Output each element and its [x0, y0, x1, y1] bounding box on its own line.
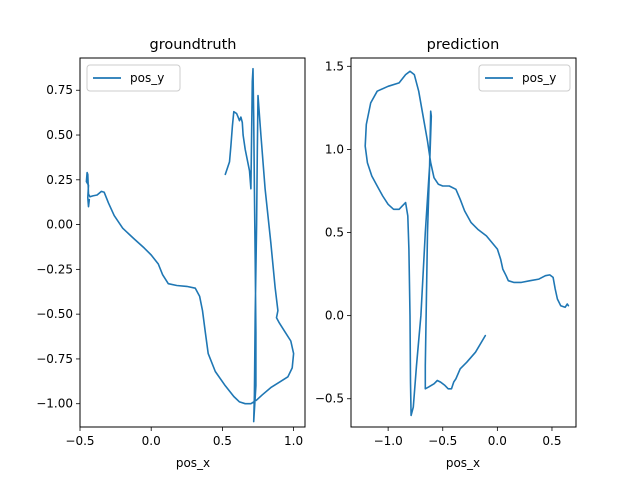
plot-frame [350, 57, 577, 428]
series-line-pos-y [364, 70, 570, 417]
y-tick-label: −0.50 [36, 307, 73, 321]
x-ticks: −0.5 0.0 0.5 1.0 [65, 427, 303, 448]
y-ticks: −0.5 0.0 0.5 1.0 1.5 [315, 59, 351, 406]
series-line-pos-y [85, 67, 295, 423]
x-tick-label: −0.5 [428, 434, 457, 448]
x-tick-label: 0.0 [142, 434, 161, 448]
plot-content [85, 67, 295, 423]
y-tick-label: 1.5 [325, 59, 344, 73]
x-tick-label: 0.5 [542, 434, 561, 448]
plot-area [80, 58, 305, 427]
x-tick-label: −1.0 [374, 434, 403, 448]
subplot-title: groundtruth [149, 37, 236, 53]
y-tick-label: 0.5 [325, 226, 344, 240]
plot-area [351, 58, 576, 427]
x-ticks: −1.0 −0.5 0.0 0.5 [374, 427, 562, 448]
y-tick-label: 0.0 [325, 309, 344, 323]
y-tick-label: −0.75 [36, 352, 73, 366]
legend: pos_y [86, 64, 181, 92]
y-tick-label: 0.75 [46, 83, 73, 97]
subplot-prediction: prediction −1.0 −0.5 0.0 0.5 −0.5 0.0 0.5 1.0 1… [315, 37, 577, 470]
y-tick-label: 0.25 [46, 173, 73, 187]
plot-frame [79, 57, 306, 428]
legend-label: pos_y [130, 71, 164, 85]
legend: pos_y [478, 64, 571, 92]
x-tick-label: 0.5 [213, 434, 232, 448]
subplot-groundtruth: groundtruth −0.5 0.0 0.5 1.0 −1.00 −0.75 −0.5… [36, 37, 306, 470]
y-tick-label: 0.50 [46, 128, 73, 142]
y-tick-label: −0.25 [36, 262, 73, 276]
y-tick-label: 0.00 [46, 218, 73, 232]
x-tick-label: 0.0 [488, 434, 507, 448]
legend-box [86, 64, 181, 92]
legend-label: pos_y [522, 71, 556, 85]
legend-box [478, 64, 571, 92]
y-ticks: −1.00 −0.75 −0.50 −0.25 0.00 0.25 0.50 0.75 [36, 83, 80, 411]
x-axis-label: pos_x [176, 456, 210, 470]
y-tick-label: −0.5 [315, 392, 344, 406]
x-tick-label: 1.0 [284, 434, 303, 448]
y-tick-label: −1.00 [36, 397, 73, 411]
subplot-title: prediction [427, 37, 500, 53]
x-tick-label: −0.5 [65, 434, 94, 448]
x-axis-label: pos_x [446, 456, 480, 470]
plot-content [364, 70, 570, 417]
y-tick-label: 1.0 [325, 142, 344, 156]
